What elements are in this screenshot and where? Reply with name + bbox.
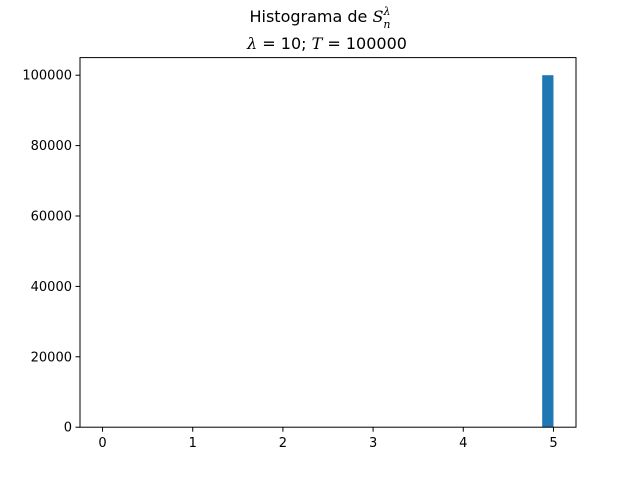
title-t-value: 100000 [346,34,407,53]
x-tick-label: 1 [189,436,197,451]
bars-layer [542,75,554,428]
histogram-bar [542,75,554,428]
x-tick-label: 0 [98,436,106,451]
title-t-symbol: T [312,34,324,53]
x-tick-label: 3 [369,436,377,451]
y-tick-label: 100000 [22,69,72,84]
title-prefix: Histograma de [249,7,372,26]
y-tick-label: 0 [64,421,72,436]
y-tick-label: 60000 [31,210,72,225]
y-tick-label: 40000 [31,280,72,295]
title-lambda-value: 10 [281,34,301,53]
y-tick-label: 20000 [31,350,72,365]
title-lambda-symbol: λ [246,34,257,53]
axes-frame [79,57,577,428]
title-t-equals: = [322,34,346,53]
y-axis-ticks: 0 20000 40000 60000 80000 100000 [22,69,80,436]
title-lambda-equals: = [257,34,281,53]
title-subscript-n: n [383,18,390,31]
chart-title-line-2: λ = 10; T = 100000 [246,34,407,53]
x-tick-label: 2 [279,436,287,451]
x-tick-label: 5 [549,436,557,451]
title-symbol-s: S [372,7,383,26]
chart-title-line-1: Histograma de Sλ n [249,5,390,31]
title-separator: ; [301,34,311,53]
x-axis-ticks: 0 1 2 3 4 5 [98,427,558,451]
title-superscript-lambda: λ [382,5,390,18]
y-tick-label: 80000 [31,139,72,154]
x-tick-label: 4 [459,436,467,451]
